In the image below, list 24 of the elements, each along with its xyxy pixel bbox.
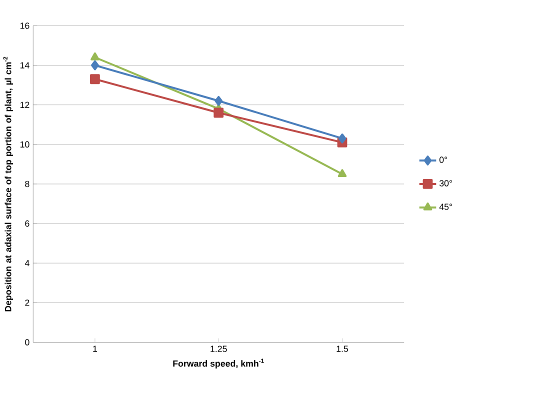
point: [338, 134, 346, 144]
y-tick-label: 12: [20, 102, 30, 108]
legend-label: 45°: [439, 204, 452, 210]
point: [338, 169, 347, 178]
y-tick-label: 10: [20, 142, 30, 148]
x-tick-label: 1.25: [210, 346, 227, 352]
point: [91, 60, 99, 70]
y-tick-label: 16: [20, 22, 30, 30]
legend-label: 0°: [439, 156, 448, 164]
point: [214, 108, 224, 118]
point: [90, 52, 100, 61]
y-tick-label: 8: [25, 181, 30, 188]
y-tick-label: 2: [25, 300, 30, 306]
y-axis-title: Deposition at adaxial surface of top portion of plant, µl cm$^{-2}$: [3, 57, 14, 312]
y-tick-label: 14: [20, 62, 30, 69]
y-tick-label: 4: [24, 260, 30, 266]
point: [214, 96, 223, 106]
x-axis-title: Forward speed, kmh$^{-1}$: [173, 359, 264, 369]
y-tick-label: 6: [25, 220, 30, 227]
x-tick-label: 1.5: [336, 346, 348, 352]
point: [90, 74, 100, 84]
y-tick-label: 0: [25, 339, 30, 346]
legend-label: 30°: [439, 180, 452, 187]
x-tick-label: 1: [93, 346, 97, 352]
